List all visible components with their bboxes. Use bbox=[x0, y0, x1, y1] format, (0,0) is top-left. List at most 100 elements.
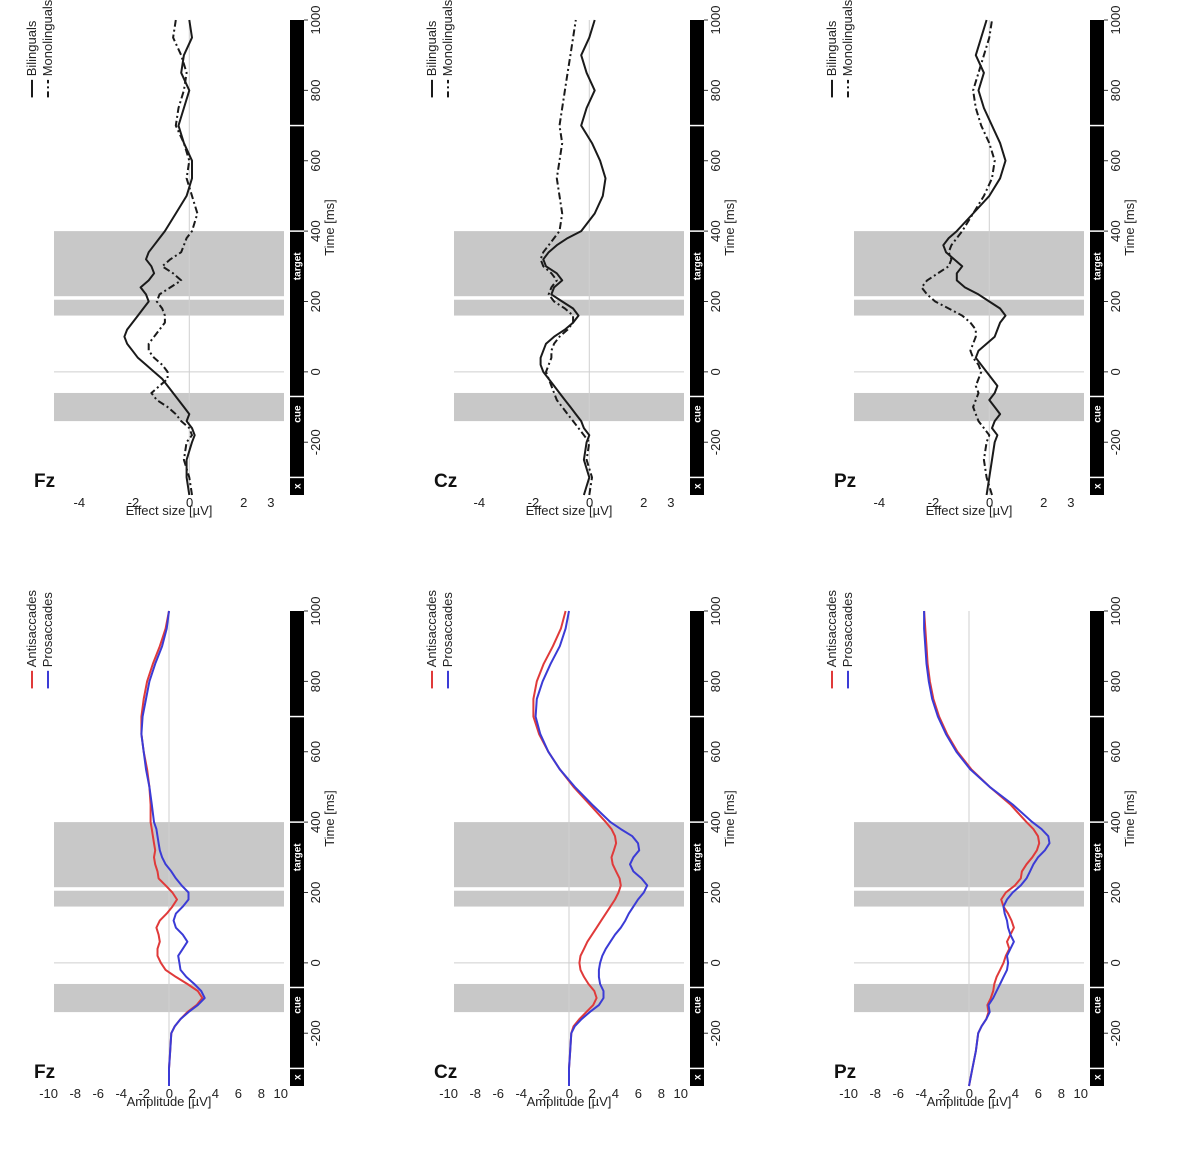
x-tick-label: 400 bbox=[308, 811, 323, 833]
event-label-cue: cue bbox=[293, 996, 304, 1014]
x-tick-label: -200 bbox=[308, 429, 323, 455]
x-tick-label: 400 bbox=[708, 220, 723, 242]
event-label-target: target bbox=[293, 252, 304, 280]
series-line-bilinguals bbox=[123, 19, 196, 496]
y-tick-label: 3 bbox=[667, 495, 674, 510]
event-bar bbox=[1090, 611, 1104, 1086]
event-label-target: target bbox=[1093, 252, 1104, 280]
y-tick-label: 8 bbox=[258, 1086, 265, 1101]
event-label-cue: cue bbox=[693, 405, 704, 423]
y-tick-label: 2 bbox=[589, 1086, 596, 1101]
y-tick-label: 4 bbox=[212, 1086, 219, 1101]
legend-entry-prosaccades: Prosaccades bbox=[440, 592, 455, 668]
y-tick-label: 8 bbox=[1058, 1086, 1065, 1101]
x-tick-label: -200 bbox=[308, 1020, 323, 1046]
series-line-prosaccades bbox=[534, 610, 649, 1086]
x-tick-label: 200 bbox=[708, 882, 723, 904]
y-tick-label: -2 bbox=[528, 495, 540, 510]
event-label-target: target bbox=[693, 252, 704, 280]
legend-entry-prosaccades: Prosaccades bbox=[840, 592, 855, 668]
x-tick-label: 800 bbox=[708, 671, 723, 693]
y-tick-label: -4 bbox=[915, 1086, 927, 1101]
analysis-window-1 bbox=[54, 299, 284, 316]
y-tick-label: -6 bbox=[892, 1086, 904, 1101]
chart-panel-pz-2: x cue target -200 0 200 400 600 800 1000 Time [ms]… bbox=[824, 589, 1137, 1109]
event-bar bbox=[690, 611, 704, 1086]
analysis-window-1 bbox=[454, 299, 684, 316]
event-label-target: target bbox=[693, 843, 704, 871]
x-tick-label: 200 bbox=[708, 291, 723, 313]
x-tick-label: 0 bbox=[708, 368, 723, 375]
y-tick-label: 4 bbox=[612, 1086, 619, 1101]
y-tick-label: 3 bbox=[1067, 495, 1074, 510]
event-label-x: x bbox=[693, 483, 704, 489]
x-tick-label: 200 bbox=[1108, 291, 1123, 313]
y-axis-title: Effect size [µV] bbox=[126, 503, 213, 518]
y-tick-label: -8 bbox=[869, 1086, 881, 1101]
y-axis-title: Amplitude [µV] bbox=[927, 1094, 1012, 1109]
event-label-x: x bbox=[293, 483, 304, 489]
chart-panel-pz-5: x cue target -200 0 200 400 600 800 1000 Time [ms]… bbox=[824, 0, 1137, 518]
event-label-cue: cue bbox=[1093, 996, 1104, 1014]
series-line-bilinguals bbox=[539, 19, 607, 496]
y-tick-label: 6 bbox=[235, 1086, 242, 1101]
x-axis-title: Time [ms] bbox=[1122, 790, 1137, 847]
y-tick-label: -4 bbox=[73, 495, 85, 510]
x-tick-label: 600 bbox=[1108, 150, 1123, 172]
y-tick-label: -10 bbox=[439, 1086, 458, 1101]
chart-panel-cz-4: x cue target -200 0 200 400 600 800 1000 Time [ms]… bbox=[424, 0, 737, 518]
x-tick-label: 800 bbox=[708, 80, 723, 102]
legend-entry-bilinguals: Bilinguals bbox=[424, 20, 439, 76]
y-tick-label: -4 bbox=[473, 495, 485, 510]
series-line-monolinguals bbox=[147, 19, 199, 496]
electrode-label: Pz bbox=[834, 471, 856, 492]
analysis-window-0 bbox=[54, 392, 284, 422]
y-tick-label: 10 bbox=[674, 1086, 688, 1101]
y-tick-label: -2 bbox=[538, 1086, 550, 1101]
event-label-cue: cue bbox=[1093, 405, 1104, 423]
y-tick-label: 0 bbox=[586, 495, 593, 510]
series-line-prosaccades bbox=[140, 610, 206, 1086]
electrode-label: Cz bbox=[434, 471, 457, 492]
x-tick-label: 1000 bbox=[1108, 597, 1123, 626]
x-tick-label: 400 bbox=[1108, 811, 1123, 833]
event-bar bbox=[1090, 20, 1104, 495]
series-line-bilinguals bbox=[942, 19, 1007, 496]
x-tick-label: 0 bbox=[1108, 368, 1123, 375]
y-tick-label: 2 bbox=[189, 1086, 196, 1101]
x-tick-label: 400 bbox=[708, 811, 723, 833]
x-tick-label: -200 bbox=[708, 1020, 723, 1046]
event-bar bbox=[690, 20, 704, 495]
analysis-window-2 bbox=[454, 231, 684, 297]
analysis-window-0 bbox=[854, 392, 1084, 422]
analysis-window-2 bbox=[54, 231, 284, 297]
y-tick-label: 10 bbox=[1074, 1086, 1088, 1101]
event-label-x: x bbox=[1093, 1074, 1104, 1080]
x-tick-label: 600 bbox=[308, 741, 323, 763]
electrode-label: Fz bbox=[34, 471, 55, 492]
y-tick-label: -10 bbox=[839, 1086, 858, 1101]
y-tick-label: -8 bbox=[69, 1086, 81, 1101]
x-tick-label: 1000 bbox=[708, 597, 723, 626]
y-tick-label: -2 bbox=[928, 495, 940, 510]
x-tick-label: 1000 bbox=[708, 6, 723, 35]
y-tick-label: 10 bbox=[274, 1086, 288, 1101]
legend-entry-antisaccades: Antisaccades bbox=[424, 589, 439, 667]
y-tick-label: -4 bbox=[515, 1086, 527, 1101]
legend-entry-monolinguals: Monolinguals bbox=[840, 0, 855, 76]
x-tick-label: 200 bbox=[1108, 882, 1123, 904]
y-tick-label: -10 bbox=[39, 1086, 58, 1101]
y-tick-label: 3 bbox=[267, 495, 274, 510]
analysis-window-0 bbox=[454, 392, 684, 422]
y-tick-label: 0 bbox=[166, 1086, 173, 1101]
x-tick-label: 0 bbox=[308, 368, 323, 375]
x-tick-label: 200 bbox=[308, 882, 323, 904]
event-label-cue: cue bbox=[293, 405, 304, 423]
legend-entry-monolinguals: Monolinguals bbox=[40, 0, 55, 76]
y-axis-title: Effect size [µV] bbox=[526, 503, 613, 518]
x-tick-label: 200 bbox=[308, 291, 323, 313]
x-tick-label: 1000 bbox=[308, 6, 323, 35]
x-tick-label: 0 bbox=[1108, 959, 1123, 966]
